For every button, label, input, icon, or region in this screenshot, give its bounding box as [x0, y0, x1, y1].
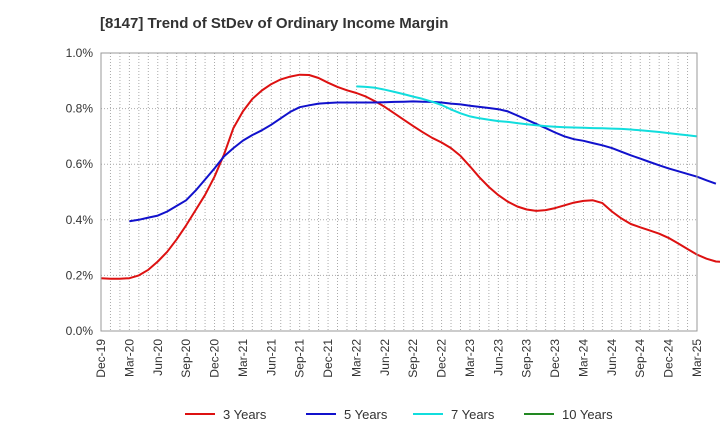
x-tick-label: Sep-20 [179, 339, 193, 378]
x-tick-label: Dec-20 [208, 339, 222, 378]
x-tick-label: Mar-20 [122, 339, 136, 377]
legend-label: 10 Years [562, 407, 613, 422]
x-tick-label: Mar-25 [690, 339, 704, 377]
y-tick-label: 0.6% [66, 157, 94, 171]
x-tick-label: Dec-22 [435, 339, 449, 378]
x-tick-label: Sep-24 [633, 339, 647, 378]
x-tick-label: Sep-21 [293, 339, 307, 378]
y-axis-ticks: 0.0% 0.2% 0.4% 0.6% 0.8% 1.0% [66, 46, 94, 338]
x-tick-label: Dec-21 [321, 339, 335, 378]
y-tick-label: 0.2% [66, 268, 94, 282]
legend: 3 Years 5 Years 7 Years 10 Years [185, 407, 613, 422]
x-tick-label: Jun-20 [151, 339, 165, 376]
y-tick-label: 0.8% [66, 102, 94, 116]
series-group [100, 73, 720, 280]
y-tick-label: 1.0% [66, 46, 94, 60]
x-tick-label: Mar-21 [236, 339, 250, 377]
series-line-5-years [129, 100, 717, 223]
plot-frame [100, 52, 698, 332]
series-line-7-years [356, 85, 698, 138]
x-tick-label: Jun-22 [378, 339, 392, 376]
grid [101, 53, 697, 331]
x-tick-label: Jun-21 [264, 339, 278, 376]
x-tick-label: Mar-22 [349, 339, 363, 377]
x-axis-ticks: Dec-19 Mar-20 Jun-20 Sep-20 Dec-20 Mar-21 Jun-… [94, 339, 704, 378]
chart-title: [8147] Trend of StDev of Ordinary Income… [100, 15, 448, 32]
x-tick-label: Jun-24 [605, 339, 619, 376]
legend-label: 7 Years [451, 407, 495, 422]
x-tick-label: Mar-23 [463, 339, 477, 377]
x-tick-label: Sep-23 [520, 339, 534, 378]
x-tick-label: Mar-24 [576, 339, 590, 377]
x-tick-label: Dec-19 [94, 339, 108, 378]
x-tick-label: Jun-23 [491, 339, 505, 376]
series-line-3-years [100, 73, 720, 280]
y-tick-label: 0.4% [66, 213, 94, 227]
legend-label: 5 Years [344, 407, 388, 422]
x-tick-label: Dec-23 [548, 339, 562, 378]
y-tick-label: 0.0% [66, 324, 94, 338]
x-tick-label: Sep-22 [406, 339, 420, 378]
x-tick-label: Dec-24 [662, 339, 676, 378]
legend-label: 3 Years [223, 407, 267, 422]
